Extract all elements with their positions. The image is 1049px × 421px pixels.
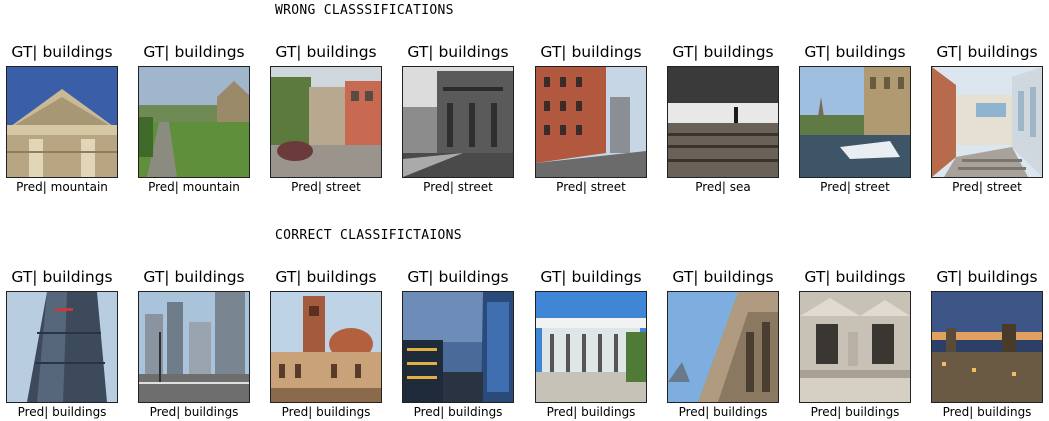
ground-truth-label: GT| buildings bbox=[936, 43, 1038, 61]
thumbnail-image bbox=[799, 291, 911, 403]
prediction-label: Pred| sea bbox=[695, 180, 751, 194]
ground-truth-label: GT| buildings bbox=[11, 268, 113, 286]
ground-truth-label: GT| buildings bbox=[936, 268, 1038, 286]
prediction-label: Pred| street bbox=[820, 180, 890, 194]
ground-truth-label: GT| buildings bbox=[143, 43, 245, 61]
prediction-label: Pred| buildings bbox=[942, 405, 1032, 419]
thumbnail-image bbox=[6, 66, 118, 178]
thumbnail-image bbox=[402, 66, 514, 178]
ground-truth-label: GT| buildings bbox=[275, 268, 377, 286]
thumbnail-image bbox=[402, 291, 514, 403]
ground-truth-label: GT| buildings bbox=[275, 43, 377, 61]
ground-truth-label: GT| buildings bbox=[11, 43, 113, 61]
thumbnail-image bbox=[799, 66, 911, 178]
prediction-label: Pred| street bbox=[556, 180, 626, 194]
prediction-label: Pred| buildings bbox=[678, 405, 768, 419]
ground-truth-label: GT| buildings bbox=[407, 268, 509, 286]
thumbnail-image bbox=[270, 291, 382, 403]
prediction-label: Pred| buildings bbox=[413, 405, 503, 419]
ground-truth-label: GT| buildings bbox=[672, 43, 774, 61]
thumbnail-image bbox=[138, 291, 250, 403]
prediction-label: Pred| mountain bbox=[16, 180, 108, 194]
thumbnail-image bbox=[931, 66, 1043, 178]
prediction-label: Pred| street bbox=[952, 180, 1022, 194]
thumbnail-image bbox=[667, 291, 779, 403]
prediction-label: Pred| buildings bbox=[810, 405, 900, 419]
thumbnail-image bbox=[931, 291, 1043, 403]
ground-truth-label: GT| buildings bbox=[407, 43, 509, 61]
prediction-label: Pred| street bbox=[423, 180, 493, 194]
thumbnail-image bbox=[535, 291, 647, 403]
ground-truth-label: GT| buildings bbox=[143, 268, 245, 286]
thumbnail-image bbox=[270, 66, 382, 178]
ground-truth-label: GT| buildings bbox=[672, 268, 774, 286]
prediction-label: Pred| mountain bbox=[148, 180, 240, 194]
thumbnail-image bbox=[667, 66, 779, 178]
prediction-label: Pred| street bbox=[291, 180, 361, 194]
correct-classifications-title: CORRECT CLASSIFICTAIONS bbox=[275, 228, 462, 243]
ground-truth-label: GT| buildings bbox=[804, 268, 906, 286]
thumbnail-image bbox=[138, 66, 250, 178]
prediction-label: Pred| buildings bbox=[149, 405, 239, 419]
ground-truth-label: GT| buildings bbox=[540, 43, 642, 61]
prediction-label: Pred| buildings bbox=[17, 405, 107, 419]
prediction-label: Pred| buildings bbox=[546, 405, 636, 419]
wrong-classifications-title: WRONG CLASSSIFICATIONS bbox=[275, 3, 454, 18]
thumbnail-image bbox=[535, 66, 647, 178]
ground-truth-label: GT| buildings bbox=[540, 268, 642, 286]
prediction-label: Pred| buildings bbox=[281, 405, 371, 419]
ground-truth-label: GT| buildings bbox=[804, 43, 906, 61]
thumbnail-image bbox=[6, 291, 118, 403]
